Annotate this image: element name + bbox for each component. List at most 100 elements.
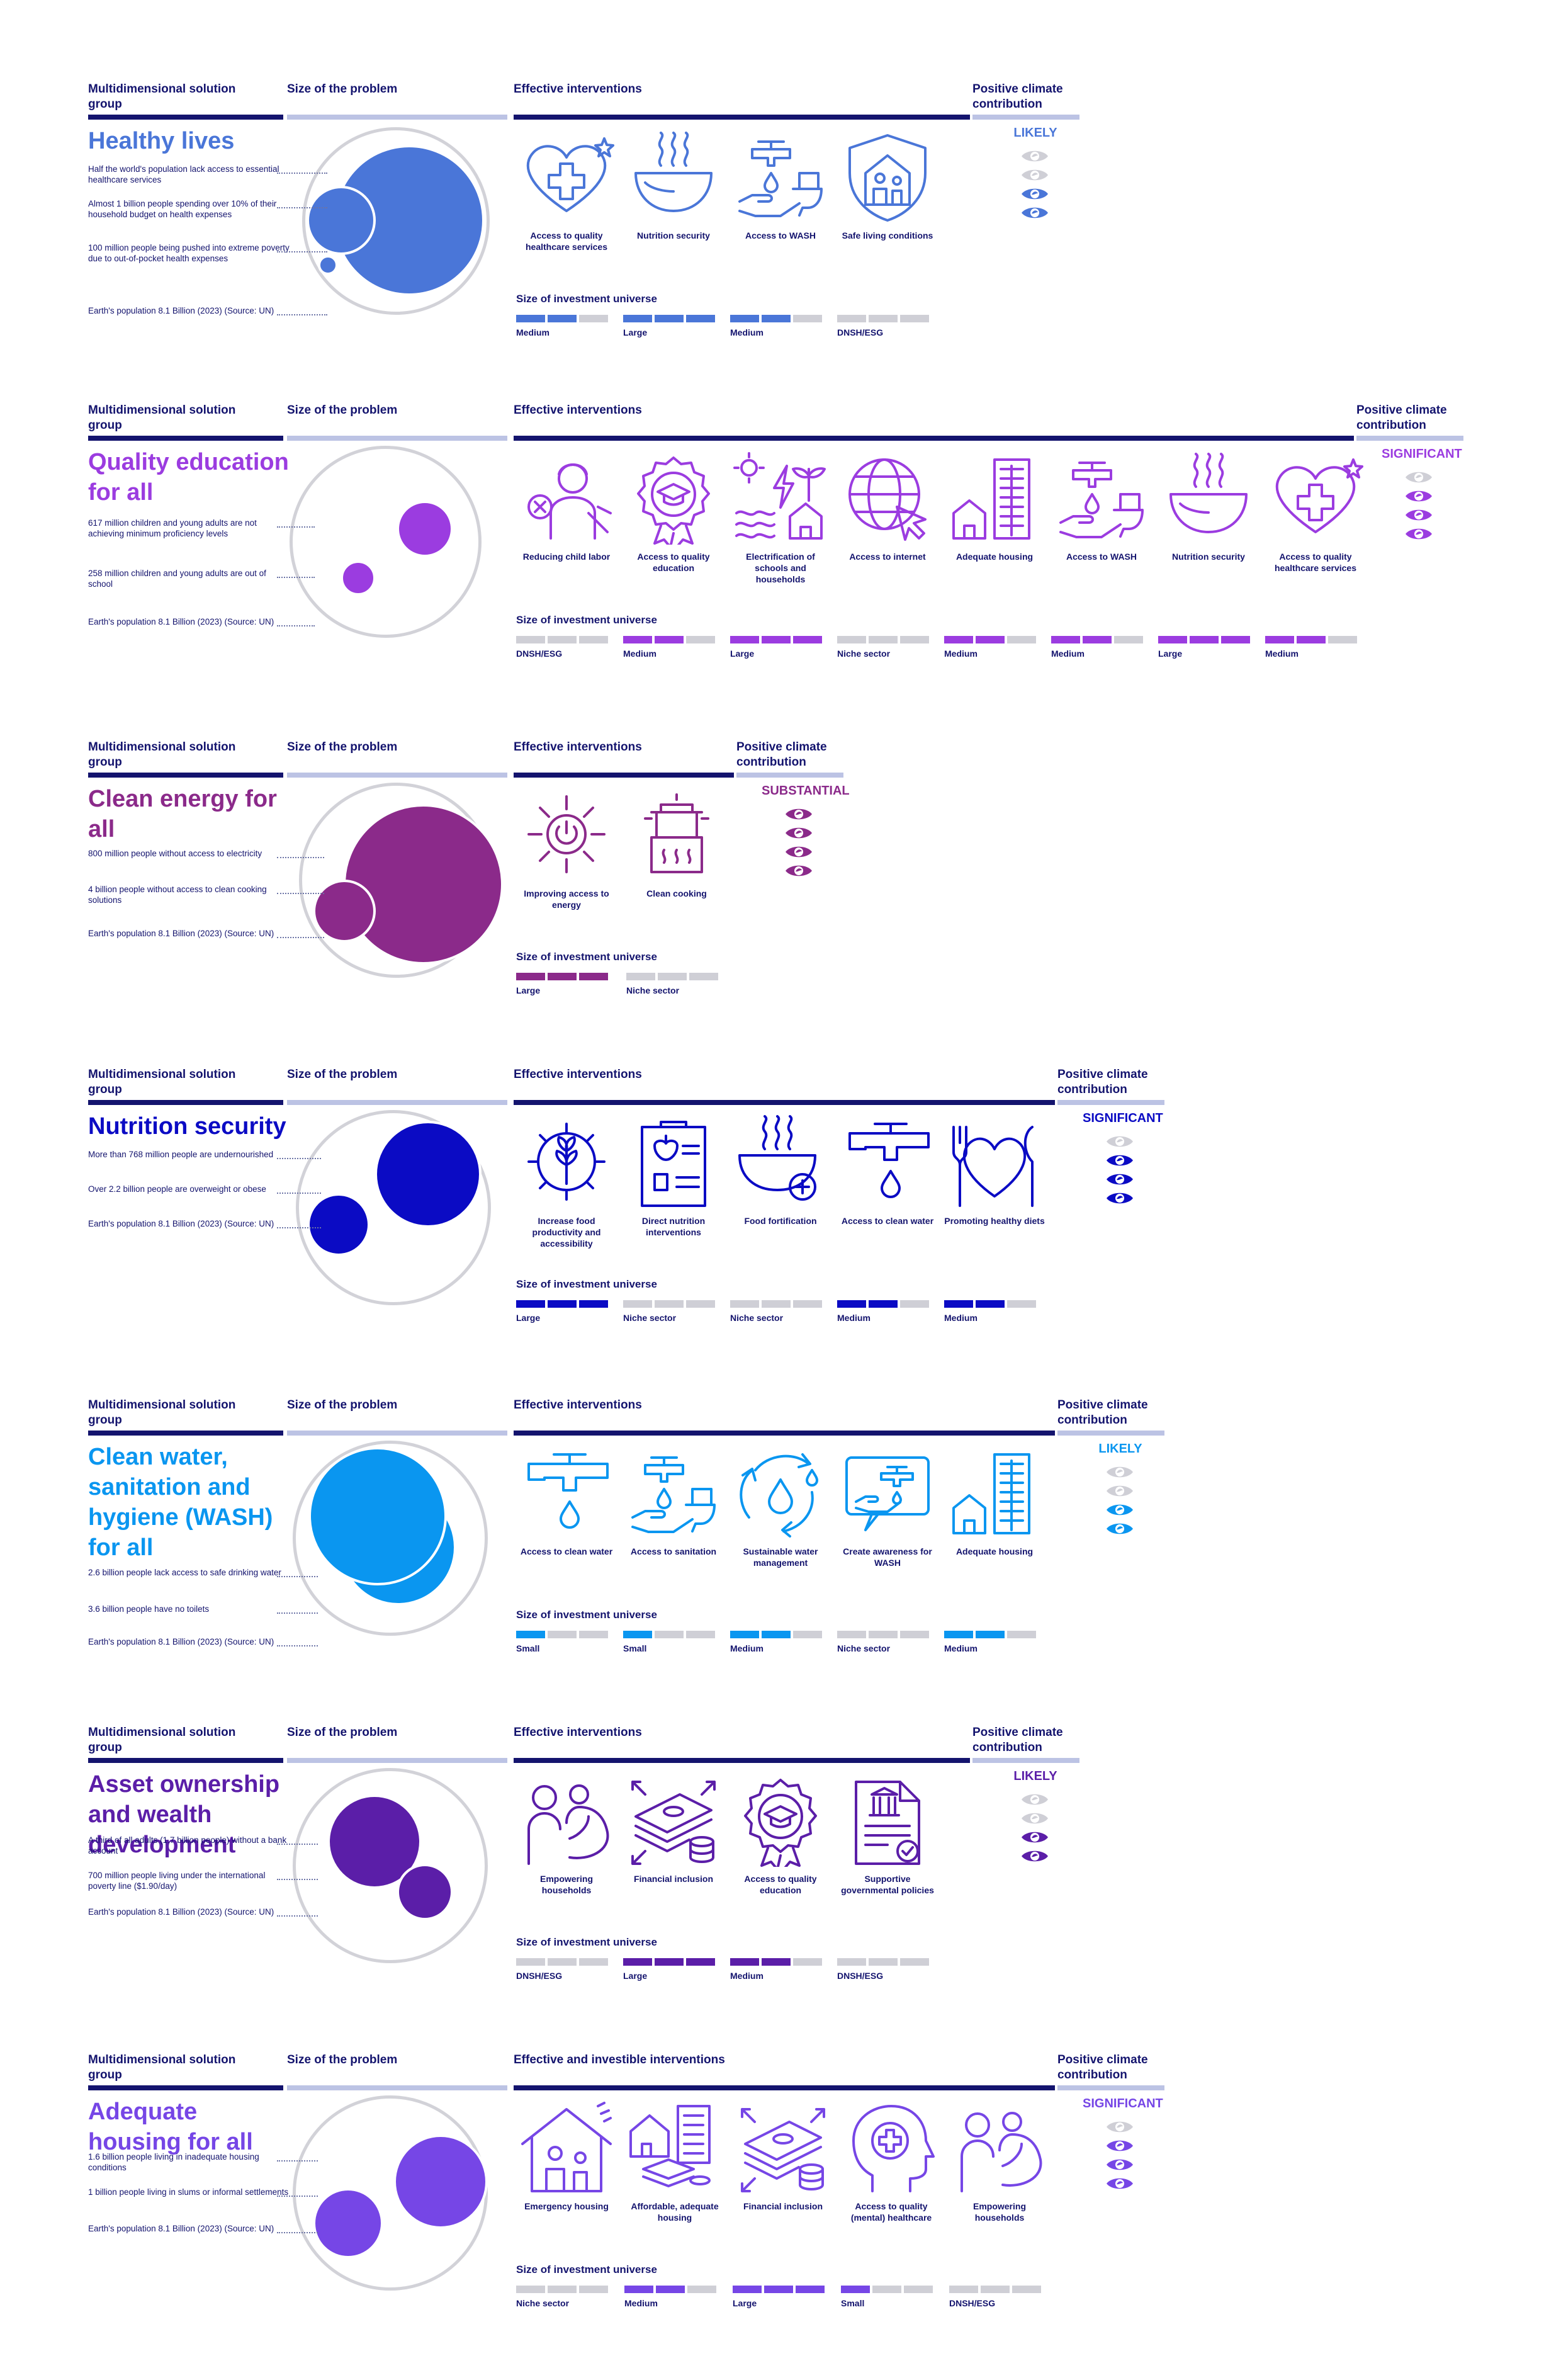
intervention-label: Access to clean water (520, 1546, 613, 1556)
investment-size-segment (1265, 636, 1294, 643)
investment-size-label: Small (841, 2298, 865, 2308)
header-climate-contribution: Positive climate contribution (736, 740, 827, 769)
problem-statistic: Half the world's population lack access … (88, 164, 279, 184)
investment-size-label: Large (516, 1313, 541, 1323)
investment-size-segment (976, 1631, 1005, 1638)
investment-size-segment (869, 1631, 898, 1638)
problem-size-bubble (313, 2188, 383, 2258)
investment-size-segment (1007, 636, 1036, 643)
earth-population-circle (290, 446, 482, 638)
leader-line (277, 892, 324, 894)
solution-group-section: Multidimensional solution group Size of t… (88, 1067, 1485, 1363)
climate-eye-icon (1404, 470, 1433, 485)
investment-size-bars (944, 1300, 1039, 1308)
investment-size-label: Medium (944, 1643, 978, 1653)
section-title: Asset ownership and wealth development (88, 1771, 280, 1858)
header-interventions: Effective interventions (514, 1398, 642, 1412)
climate-level-label: LIKELY (1098, 1442, 1142, 1456)
investment-size-label: DNSH/ESG (516, 1971, 563, 1981)
problem-size-bubble (375, 1121, 482, 1228)
header-rule (287, 436, 507, 441)
investment-size-label: Niche sector (837, 1643, 891, 1653)
investment-size-segment (579, 1300, 608, 1308)
problem-statistic: Earth's population 8.1 Billion (2023) (S… (88, 1219, 274, 1228)
problem-size-bubble (343, 804, 504, 965)
investment-size-bars (623, 1631, 718, 1638)
intervention-label: Create awareness for WASH (843, 1546, 932, 1568)
header-problem-size: Size of the problem (287, 2053, 398, 2066)
investment-size-segment (733, 2286, 762, 2293)
investment-size-bars (733, 2286, 827, 2293)
header-rule (1356, 436, 1463, 441)
intervention-label: Nutrition security (1172, 552, 1245, 562)
investment-size-label: Medium (1051, 649, 1085, 659)
leader-line (277, 1612, 318, 1614)
investment-size-segment (730, 1958, 759, 1966)
leader-line (277, 625, 315, 626)
header-solution-group: Multidimensional solution group (88, 1398, 236, 1427)
investment-size-bars (516, 973, 611, 980)
investment-size-segment (1328, 636, 1357, 643)
investment-size-segment (837, 1958, 866, 1966)
shield-house-icon (837, 129, 938, 224)
leader-line (277, 856, 324, 858)
problem-statistic: Earth's population 8.1 Billion (2023) (S… (88, 306, 274, 315)
investment-size-bars (516, 2286, 611, 2293)
climate-eye-icon (1020, 1792, 1049, 1807)
investment-size-segment (1221, 636, 1250, 643)
investment-size-bars (623, 1300, 718, 1308)
section-title: Healthy lives (88, 128, 235, 154)
intervention-label: Access to internet (849, 552, 926, 562)
investment-size-segment (548, 315, 577, 322)
money-stack-icon (733, 2100, 833, 2194)
investment-size-segment (1158, 636, 1187, 643)
climate-eye-icon (1020, 186, 1049, 201)
problem-statistic: Almost 1 billion people spending over 10… (88, 199, 277, 219)
investment-size-segment (626, 973, 655, 980)
cooking-pot-icon (626, 787, 727, 881)
child-labor-icon (516, 450, 617, 545)
investment-size-label: Medium (516, 327, 549, 337)
solution-group-section: Multidimensional solution group Size of t… (88, 403, 1485, 699)
climate-eye-icon (1020, 1811, 1049, 1826)
investment-size-bars (730, 1300, 825, 1308)
intervention-label: Access to sanitation (630, 1546, 717, 1556)
header-climate-contribution: Positive climate contribution (972, 1726, 1063, 1754)
investment-size-segment (793, 1631, 822, 1638)
header-climate-contribution: Positive climate contribution (1356, 404, 1447, 432)
investment-size-label: Niche sector (516, 2298, 570, 2308)
climate-eye-icon (784, 844, 813, 859)
investment-size-bars (837, 1631, 932, 1638)
investment-size-segment (548, 1300, 577, 1308)
investment-size-bars (837, 315, 932, 322)
header-rule (514, 2085, 1055, 2090)
problem-size-bubble (308, 1447, 447, 1585)
investment-size-segment (686, 1300, 715, 1308)
investment-size-segment (548, 636, 577, 643)
leader-line (277, 1915, 318, 1917)
leader-line (277, 2231, 318, 2233)
problem-statistic: 800 million people without access to ele… (88, 848, 262, 858)
climate-eye-icon (1105, 1153, 1134, 1168)
investment-size-segment (516, 1958, 545, 1966)
climate-eye-icon (1105, 2157, 1134, 2172)
policy-document-icon (837, 1772, 938, 1867)
leader-line (277, 1576, 318, 1578)
header-rule (88, 773, 283, 778)
climate-level-label: SIGNIFICANT (1083, 2097, 1163, 2111)
investment-size-bars (730, 636, 825, 643)
investment-size-label: Medium (944, 1313, 978, 1323)
investment-size-segment (623, 1958, 652, 1966)
header-climate-contribution: Positive climate contribution (1057, 1068, 1148, 1096)
intervention-label: Supportive governmental policies (841, 1874, 934, 1895)
section-title: Clean water, sanitation and hygiene (WAS… (88, 1444, 273, 1561)
header-solution-group: Multidimensional solution group (88, 1068, 236, 1096)
investment-size-label: Niche sector (626, 985, 680, 995)
investment-size-segment (655, 1958, 684, 1966)
solution-group-section: Multidimensional solution group Size of t… (88, 1398, 1485, 1694)
investment-size-segment (548, 973, 577, 980)
intervention-label: Affordable, adequate housing (631, 2201, 719, 2223)
heart-cutlery-icon (944, 1114, 1045, 1209)
problem-statistic: Earth's population 8.1 Billion (2023) (S… (88, 1637, 274, 1647)
investment-size-segment (623, 636, 652, 643)
